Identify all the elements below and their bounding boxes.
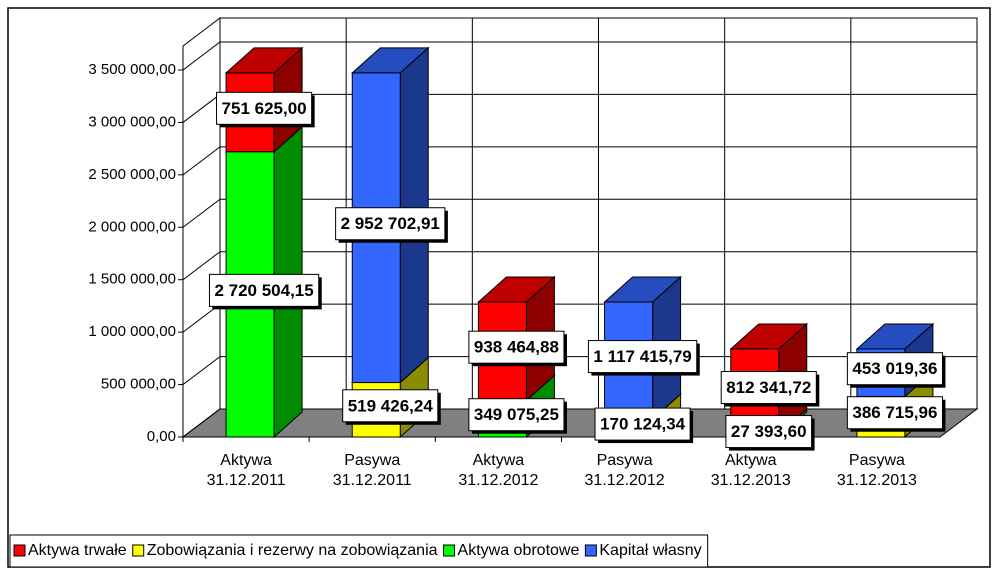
y-tick-label: 0,00 xyxy=(147,428,176,445)
data-label: 386 715,96 xyxy=(846,396,946,432)
data-label: 1 117 415,79 xyxy=(587,340,700,376)
grid-line xyxy=(182,198,977,228)
data-label-box xyxy=(216,91,313,125)
data-label-box xyxy=(846,396,943,430)
y-tick-label: 3 500 000,00 xyxy=(88,61,176,78)
side-wall xyxy=(182,16,221,439)
data-label: 2 952 702,91 xyxy=(335,207,448,243)
data-label-box xyxy=(587,340,698,374)
data-label-box xyxy=(335,207,446,241)
y-tick-label: 1 500 000,00 xyxy=(88,271,176,288)
grid-line xyxy=(182,41,977,71)
legend-swatch xyxy=(443,544,456,557)
legend-swatch xyxy=(132,544,145,557)
x-tick-label: Aktywa 31.12.2013 xyxy=(710,452,791,489)
data-label-text: 453 019,36 xyxy=(852,359,937,378)
data-label-text: 938 464,88 xyxy=(474,338,559,357)
legend-label: Zobowiązania i rezerwy na zobowiązania xyxy=(147,542,438,559)
x-tick-label-box: Pasywa 31.12.2013 xyxy=(836,452,917,489)
data-label-box xyxy=(720,371,817,405)
data-label-text: 812 341,72 xyxy=(726,378,811,397)
grid-line xyxy=(182,251,977,281)
data-label-text: 27 393,60 xyxy=(731,422,807,441)
data-label-box xyxy=(725,415,813,449)
data-label: 27 393,60 xyxy=(725,415,815,451)
data-label: 170 124,34 xyxy=(594,407,694,444)
x-tick-label-box: Aktywa 31.12.2013 xyxy=(710,452,791,489)
data-label: 519 426,24 xyxy=(342,389,441,425)
data-label: 751 625,00 xyxy=(216,91,315,128)
data-label-text: 2 720 504,15 xyxy=(214,281,313,300)
data-label: 812 341,72 xyxy=(720,371,820,407)
data-label-text: 1 117 415,79 xyxy=(593,347,691,366)
grid-line xyxy=(182,408,977,438)
data-label: 938 464,88 xyxy=(468,330,567,367)
x-tick-label: Pasywa 31.12.2013 xyxy=(836,452,917,489)
grid-line xyxy=(182,146,977,176)
x-tick-label: Aktywa 31.12.2011 xyxy=(206,452,286,489)
data-label-box xyxy=(468,398,565,432)
legend-swatch xyxy=(13,544,26,557)
data-label-text: 751 625,00 xyxy=(222,99,307,118)
legend-label: Aktywa obrotowe xyxy=(458,542,580,559)
data-label: 453 019,36 xyxy=(846,352,946,388)
data-label-text: 386 715,96 xyxy=(852,403,937,422)
y-tick-label: 500 000,00 xyxy=(101,376,176,393)
data-label-box xyxy=(342,389,439,423)
y-tick-label: 2 000 000,00 xyxy=(88,218,176,235)
data-label-box xyxy=(846,352,943,386)
data-label-text: 170 124,34 xyxy=(600,415,686,434)
data-label-box xyxy=(594,407,691,441)
data-label-box xyxy=(208,273,320,307)
x-tick-label: Pasywa 31.12.2012 xyxy=(584,452,665,489)
x-tick-label: Aktywa 31.12.2012 xyxy=(458,452,539,489)
data-label-text: 349 075,25 xyxy=(474,405,559,424)
legend-label: Aktywa trwałe xyxy=(28,542,127,559)
data-label-text: 519 426,24 xyxy=(348,396,434,415)
legend-swatch xyxy=(584,544,597,557)
y-tick-label: 2 500 000,00 xyxy=(88,166,176,183)
x-tick-label-box: Pasywa 31.12.2011 xyxy=(332,452,412,489)
x-tick-label: Pasywa 31.12.2011 xyxy=(332,452,412,489)
x-tick-label-box: Aktywa 31.12.2012 xyxy=(458,452,539,489)
data-label-text: 2 952 702,91 xyxy=(341,214,440,233)
grid-line xyxy=(182,356,977,385)
data-label-box xyxy=(468,330,565,364)
data-label: 2 720 504,15 xyxy=(208,273,322,310)
x-tick-label-box: Pasywa 31.12.2012 xyxy=(584,452,665,489)
y-tick-label: 3 000 000,00 xyxy=(88,113,176,130)
legend-label: Kapitał własny xyxy=(599,542,701,559)
y-tick-label: 1 000 000,00 xyxy=(88,323,176,340)
x-tick-label-box: Aktywa 31.12.2011 xyxy=(206,452,286,489)
data-label: 349 075,25 xyxy=(468,398,567,434)
